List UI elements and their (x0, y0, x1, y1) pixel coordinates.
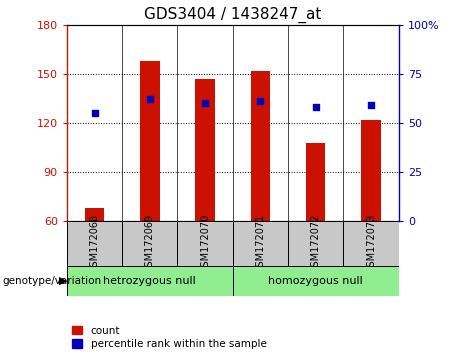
Text: GSM172069: GSM172069 (145, 214, 155, 273)
Bar (306, 143, 325, 221)
Point (201, 101, 209, 106)
Text: GSM172073: GSM172073 (366, 214, 376, 273)
Text: homozygous null: homozygous null (268, 275, 363, 286)
FancyBboxPatch shape (122, 221, 177, 266)
Bar (195, 79, 215, 221)
Point (367, 103, 375, 108)
Bar (85, 208, 104, 221)
Point (257, 98, 264, 104)
Bar (251, 71, 270, 221)
FancyBboxPatch shape (233, 266, 399, 296)
FancyBboxPatch shape (67, 266, 233, 296)
Text: genotype/variation: genotype/variation (2, 275, 101, 286)
Text: ▶: ▶ (59, 275, 67, 286)
Text: GSM172072: GSM172072 (311, 214, 321, 273)
Title: GDS3404 / 1438247_at: GDS3404 / 1438247_at (144, 7, 321, 23)
Text: GSM172070: GSM172070 (200, 214, 210, 273)
FancyBboxPatch shape (177, 221, 233, 266)
Bar (361, 120, 381, 221)
Text: GSM172071: GSM172071 (255, 214, 266, 273)
Text: GSM172068: GSM172068 (89, 214, 100, 273)
Point (91, 110, 98, 116)
FancyBboxPatch shape (288, 221, 343, 266)
Text: hetrozygous null: hetrozygous null (103, 275, 196, 286)
Point (146, 97, 154, 102)
Point (312, 104, 319, 110)
FancyBboxPatch shape (233, 221, 288, 266)
FancyBboxPatch shape (67, 221, 122, 266)
Legend: count, percentile rank within the sample: count, percentile rank within the sample (72, 326, 266, 349)
Bar (140, 61, 160, 221)
FancyBboxPatch shape (343, 221, 399, 266)
